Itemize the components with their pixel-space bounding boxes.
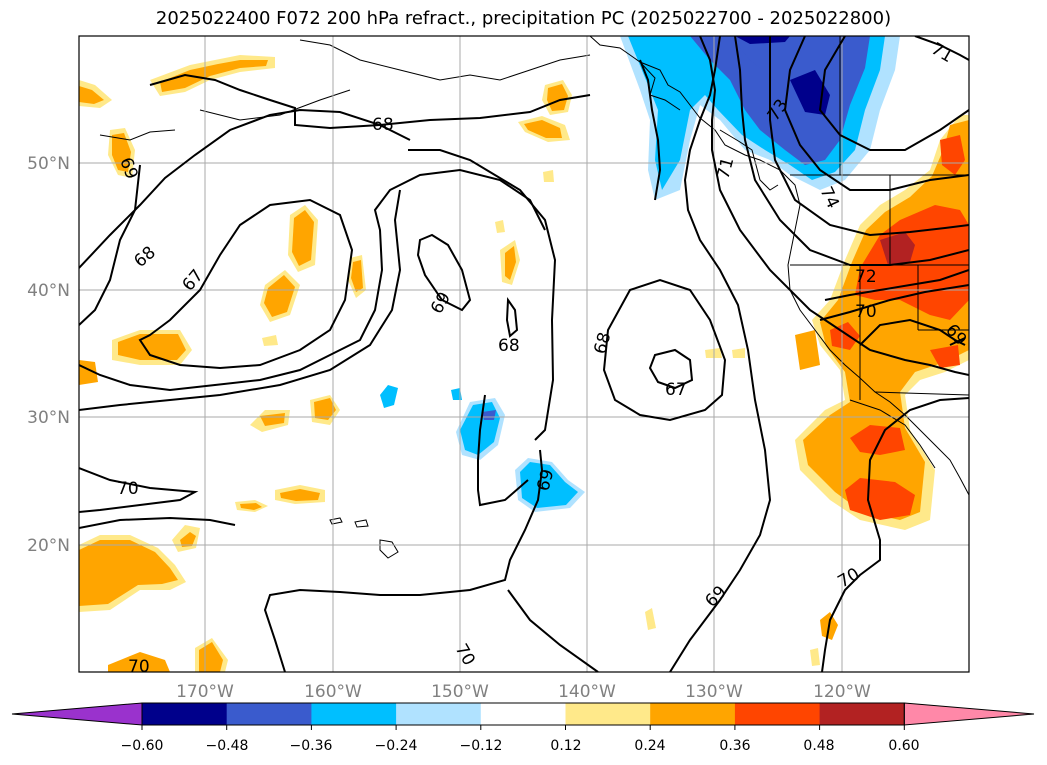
refractivity-contours bbox=[79, 36, 969, 672]
lat-label: 40°N bbox=[27, 281, 70, 301]
colorbar-swatch bbox=[734, 703, 821, 725]
longitude-labels: 170°W 160°W 150°W 140°W 130°W 120°W bbox=[176, 682, 871, 702]
contour-label: 72 bbox=[855, 267, 877, 287]
lon-label: 170°W bbox=[176, 682, 234, 702]
contour-label: 70 bbox=[855, 302, 877, 322]
colorbar-tick-labels: −0.60 −0.48 −0.36 −0.24 −0.12 0.12 0.24 … bbox=[121, 738, 920, 754]
lat-label: 50°N bbox=[27, 154, 70, 174]
lat-label: 30°N bbox=[27, 408, 70, 428]
colorbar-tick-label: 0.48 bbox=[803, 738, 834, 754]
colorbar-tick-label: −0.24 bbox=[375, 738, 418, 754]
colorbar-tick-label: 0.36 bbox=[719, 738, 750, 754]
lat-label: 20°N bbox=[27, 536, 70, 556]
contour-label: 70 bbox=[117, 479, 139, 499]
colorbar bbox=[11, 702, 1035, 730]
coastlines bbox=[99, 36, 969, 559]
colorbar-swatch bbox=[311, 703, 397, 725]
colorbar-tick-label: 0.24 bbox=[634, 738, 665, 754]
colorbar-tick-label: −0.60 bbox=[121, 738, 164, 754]
contour-label: 70 bbox=[128, 657, 150, 677]
contour-label: 67 bbox=[665, 380, 687, 400]
lon-label: 140°W bbox=[558, 682, 616, 702]
colorbar-swatch bbox=[650, 703, 736, 725]
colorbar-tick-label: 0.12 bbox=[550, 738, 581, 754]
lon-label: 150°W bbox=[431, 682, 489, 702]
lon-label: 130°W bbox=[685, 682, 743, 702]
map-plot-area: 68 68 67 69 69 68 68 67 70 70 69 69 70 7… bbox=[79, 36, 969, 677]
lon-label: 160°W bbox=[304, 682, 362, 702]
colorbar-tick-label: −0.12 bbox=[460, 738, 503, 754]
colorbar-swatch bbox=[565, 703, 651, 725]
latitude-labels: 50°N 40°N 30°N 20°N bbox=[27, 154, 70, 556]
colorbar-tick-label: 0.60 bbox=[888, 738, 919, 754]
colorbar-frame bbox=[141, 702, 905, 726]
colorbar-extend-max bbox=[903, 702, 1035, 726]
map-frame bbox=[78, 35, 970, 673]
contour-label: 68 bbox=[372, 115, 394, 135]
colorbar-swatch bbox=[142, 703, 228, 725]
colorbar-swatch bbox=[226, 703, 312, 725]
colorbar-swatch bbox=[396, 703, 482, 725]
contour-label: 68 bbox=[498, 336, 520, 356]
colorbar-swatch bbox=[819, 703, 905, 725]
colorbar-swatch bbox=[480, 703, 567, 725]
lon-label: 120°W bbox=[813, 682, 871, 702]
map-title: 2025022400 F072 200 hPa refract., precip… bbox=[155, 8, 892, 29]
colorbar-tick-label: −0.36 bbox=[290, 738, 333, 754]
colorbar-tick-label: −0.48 bbox=[206, 738, 249, 754]
colorbar-extend-min bbox=[11, 702, 143, 726]
